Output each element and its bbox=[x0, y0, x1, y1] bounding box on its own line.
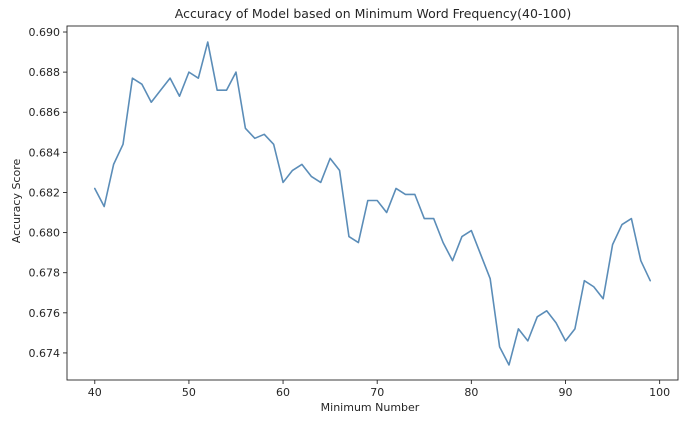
x-tick-label: 50 bbox=[182, 386, 196, 399]
y-axis-label: Accuracy Score bbox=[10, 159, 23, 244]
x-tick-label: 40 bbox=[88, 386, 102, 399]
series-line bbox=[93, 41, 652, 366]
x-tick-label: 70 bbox=[370, 386, 384, 399]
x-axis-label: Minimum Number bbox=[321, 401, 420, 414]
x-tick-label: 60 bbox=[276, 386, 290, 399]
plot-frame bbox=[66, 25, 679, 381]
x-tick-label: 90 bbox=[558, 386, 572, 399]
y-tick-label: 0.674 bbox=[29, 347, 61, 360]
y-tick-label: 0.684 bbox=[29, 146, 61, 159]
y-tick-label: 0.690 bbox=[29, 26, 61, 39]
y-tick-label: 0.676 bbox=[29, 307, 61, 320]
plot-area: 40 50 60 70 80 90 100 0.674 0.676 0.678 0.680 0.682… bbox=[29, 25, 679, 399]
y-tick-label: 0.680 bbox=[29, 227, 61, 240]
x-tick-label: 80 bbox=[464, 386, 478, 399]
x-tick-label: 100 bbox=[649, 386, 670, 399]
y-tick-label: 0.688 bbox=[29, 66, 61, 79]
y-tick-label: 0.678 bbox=[29, 267, 61, 280]
y-tick-label: 0.682 bbox=[29, 186, 61, 199]
y-tick-label: 0.686 bbox=[29, 106, 61, 119]
chart-title: Accuracy of Model based on Minimum Word … bbox=[175, 6, 571, 21]
